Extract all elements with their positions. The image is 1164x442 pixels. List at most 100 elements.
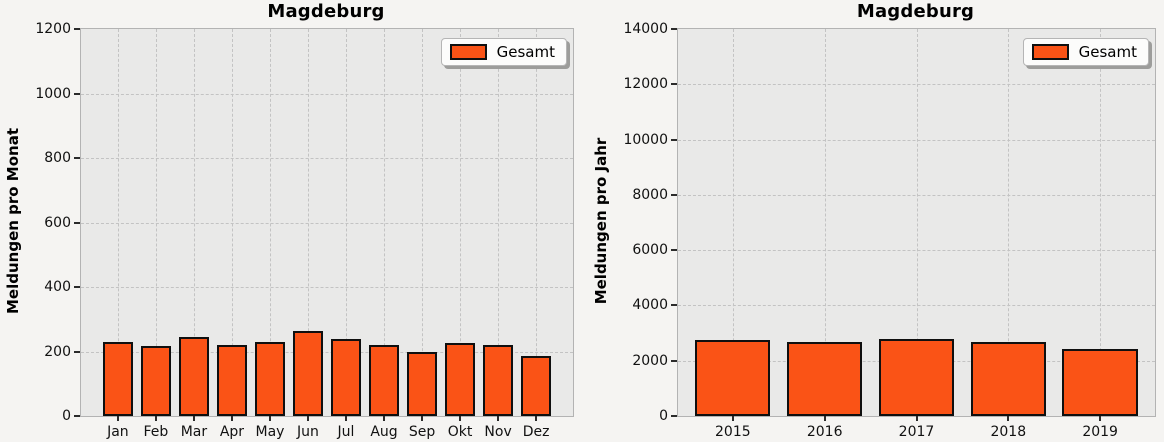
y-tick-label: 0 (659, 408, 668, 424)
y-axis-label-monthly: Meldungen pro Monat (4, 127, 22, 315)
y-axis-label-yearly: Meldungen pro Jahr (592, 137, 610, 305)
chart-title-yearly: Magdeburg (856, 1, 975, 22)
gridline-horizontal (81, 351, 573, 353)
legend-label-gesamt: Gesamt (496, 43, 555, 61)
y-tick-mark (74, 221, 80, 224)
bar-jul (331, 338, 361, 416)
x-tick-label: 2017 (898, 424, 935, 440)
bar-nov (483, 345, 513, 416)
x-tick-mark (192, 416, 195, 421)
x-tick-mark (731, 416, 734, 421)
x-tick-mark (823, 416, 826, 421)
x-tick-label: May (255, 424, 285, 440)
gridline-vertical (422, 29, 424, 416)
x-tick-label: Dez (522, 424, 550, 440)
x-tick-mark (497, 416, 500, 421)
bar-2018 (970, 342, 1046, 416)
y-tick-mark (671, 359, 677, 362)
x-tick-mark (421, 416, 424, 421)
bar-2016 (787, 341, 863, 416)
gridline-vertical (155, 29, 157, 416)
bar-2019 (1062, 349, 1138, 416)
x-tick-label: Jun (297, 424, 319, 440)
gridline-vertical (536, 29, 538, 416)
gridline-vertical (1100, 29, 1102, 416)
x-tick-label: Okt (447, 424, 473, 440)
x-tick-label: 2018 (990, 424, 1027, 440)
x-tick-label: 2015 (715, 424, 751, 440)
gridline-vertical (498, 29, 500, 416)
x-tick-label: Jul (337, 424, 355, 440)
x-tick-label: Sep (408, 424, 436, 440)
y-tick-mark (74, 415, 80, 417)
x-tick-mark (154, 416, 157, 421)
bar-2017 (878, 339, 955, 416)
y-tick-mark (671, 28, 677, 30)
bar-feb (141, 346, 171, 416)
gridline-vertical (231, 29, 233, 416)
x-tick-mark (268, 416, 271, 421)
gridline-vertical (346, 29, 347, 416)
gridline-horizontal (81, 93, 573, 95)
bar-2015 (695, 340, 771, 416)
legend-swatch-gesamt (449, 44, 487, 60)
y-tick-mark (671, 193, 677, 196)
y-tick-label: 800 (44, 150, 71, 166)
y-tick-mark (671, 83, 677, 86)
gridline-vertical (824, 29, 826, 416)
y-tick-mark (74, 350, 80, 353)
bar-dez (521, 355, 551, 416)
plot-area-yearly: Gesamt 0 2000 4000 6000 8000 10000 12000 14000 2… (623, 21, 1156, 440)
bar-mar (179, 336, 209, 416)
gridline-horizontal (81, 222, 573, 224)
gridline-vertical (269, 29, 271, 416)
x-tick-mark (383, 416, 386, 421)
x-tick-mark (535, 416, 538, 421)
bar-aug (369, 344, 399, 416)
gridline-horizontal (81, 158, 573, 159)
x-tick-mark (116, 416, 119, 421)
chart-title-monthly: Magdeburg (267, 1, 385, 22)
y-tick-mark (671, 304, 677, 307)
y-tick-label: 600 (44, 214, 71, 231)
x-tick-label: 2019 (1082, 424, 1118, 440)
bar-sep (407, 351, 437, 416)
x-tick-mark (1099, 416, 1102, 421)
y-tick-mark (671, 138, 677, 141)
x-tick-label: Nov (484, 424, 512, 440)
bar-jun (293, 330, 323, 416)
gridline-horizontal (81, 287, 573, 288)
gridline-vertical (732, 29, 734, 416)
y-tick-label: 0 (62, 408, 71, 424)
x-tick-label: Aug (370, 424, 398, 440)
plot-area-monthly: Gesamt 0 200 400 600 800 1000 1200 Jan Feb Mar Apr… (35, 21, 574, 440)
y-tick-mark (74, 28, 80, 30)
y-tick-mark (671, 249, 677, 252)
x-tick-mark (459, 416, 462, 421)
y-tick-label: 4000 (632, 297, 668, 314)
gridline-vertical (193, 29, 195, 416)
x-tick-label: Mar (180, 424, 208, 440)
x-tick-label: 2016 (806, 424, 843, 440)
y-tick-label: 400 (44, 279, 71, 295)
y-tick-label: 2000 (632, 352, 668, 369)
x-tick-mark (1007, 416, 1010, 421)
legend-yearly: Gesamt (1022, 38, 1149, 66)
y-tick-mark (671, 415, 677, 417)
y-tick-label: 10000 (623, 131, 668, 148)
x-tick-label: Jan (107, 424, 129, 440)
x-tick-mark (306, 416, 309, 421)
x-tick-mark (230, 416, 233, 421)
gridline-vertical (384, 29, 386, 416)
bar-apr (217, 345, 247, 416)
y-tick-label: 1200 (35, 21, 71, 37)
bar-may (255, 341, 285, 416)
legend-label-gesamt: Gesamt (1078, 43, 1137, 61)
y-tick-mark (74, 286, 80, 288)
y-tick-label: 200 (44, 343, 71, 360)
y-tick-mark (74, 92, 80, 95)
x-tick-label: Apr (219, 424, 245, 440)
x-tick-mark (915, 416, 918, 421)
y-tick-label: 1000 (35, 85, 71, 102)
